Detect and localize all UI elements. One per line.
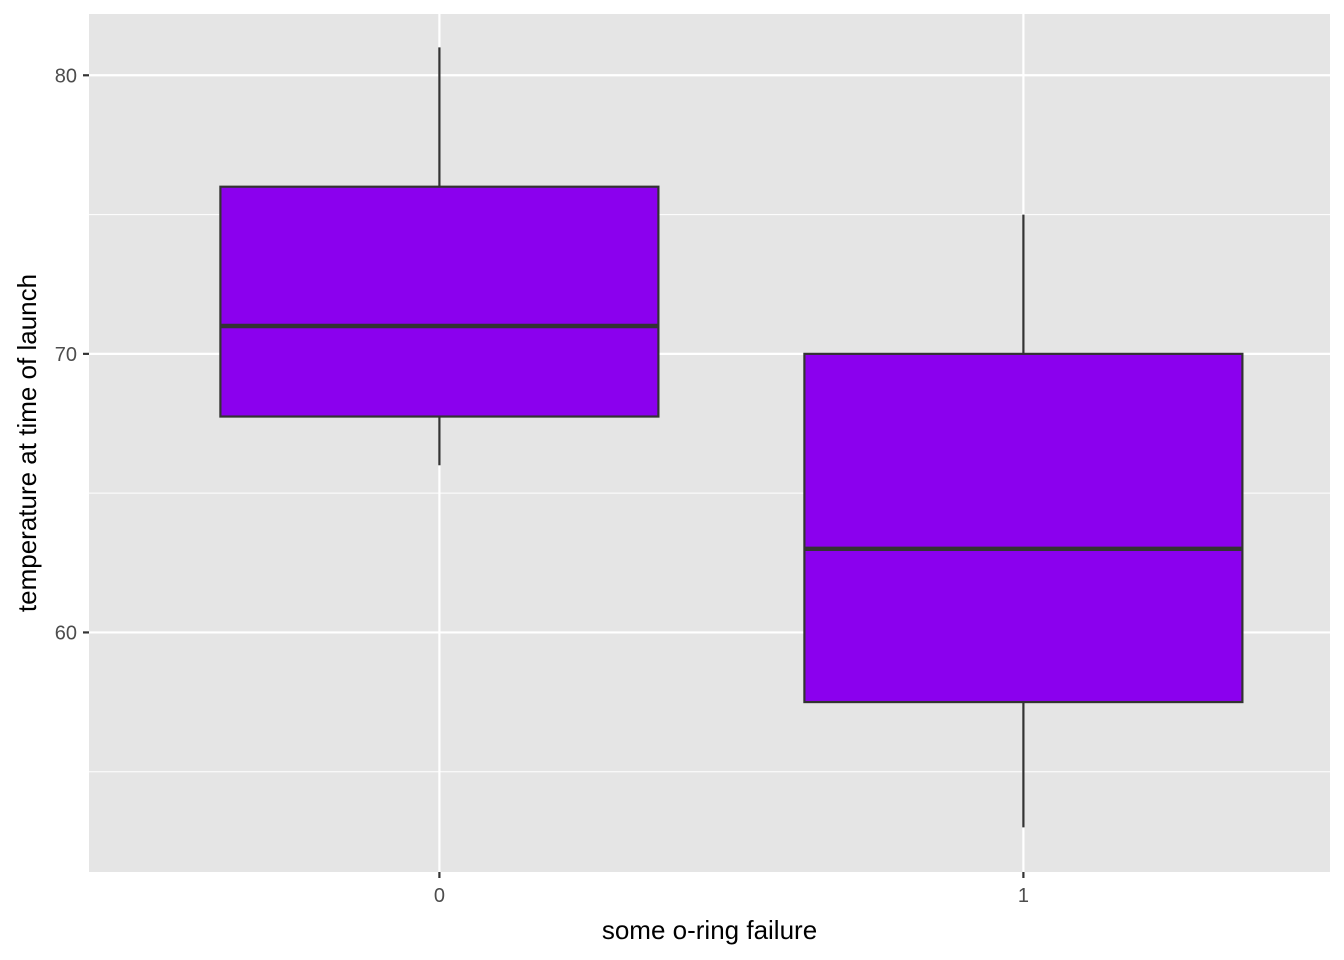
iqr-box: [219, 185, 660, 418]
x-axis-title: some o-ring failure: [602, 915, 817, 945]
box-1: [803, 214, 1244, 828]
y-tick-label: 60: [55, 622, 77, 644]
y-tick-label: 80: [55, 65, 77, 87]
x-tick-label: 0: [434, 885, 445, 907]
box-series: [219, 47, 1244, 828]
y-axis-title: temperature at time of launch: [12, 274, 42, 612]
iqr-box: [803, 352, 1244, 704]
y-tick-label: 70: [55, 344, 77, 366]
x-tick-label: 1: [1018, 885, 1029, 907]
box-0: [219, 47, 660, 466]
y-axis: 60 70 80: [55, 65, 89, 644]
